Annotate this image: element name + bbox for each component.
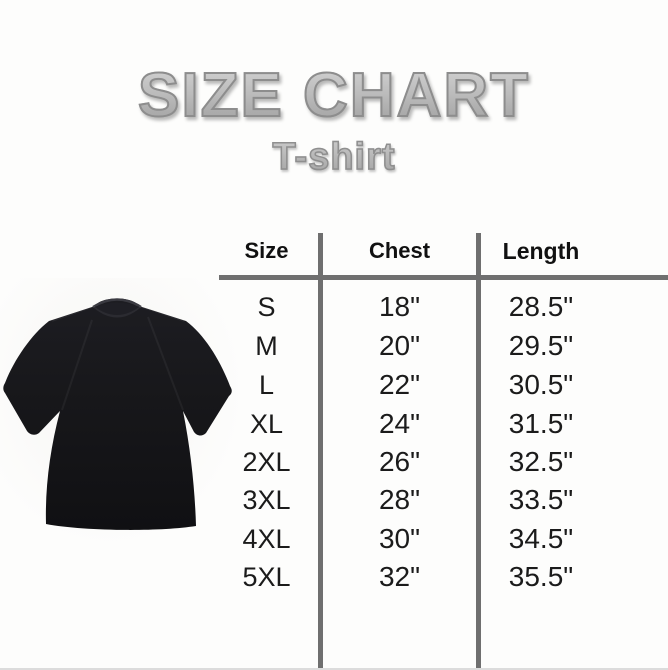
length-value: 29.5" <box>508 330 574 361</box>
table-row: 4XL 30" 34.5" <box>215 520 668 558</box>
length-value: 35.5" <box>508 561 574 592</box>
size-value: L <box>258 369 275 400</box>
chest-value: 20" <box>378 330 421 361</box>
collar-band <box>95 302 139 315</box>
length-value: 31.5" <box>508 408 574 439</box>
length-value: 28.5" <box>508 291 574 322</box>
page-subtitle: T-shirt <box>0 135 668 179</box>
chest-value: 32" <box>378 561 421 592</box>
shoulder-seam-left <box>51 305 96 322</box>
table-row: L 22" 30.5" <box>215 366 668 404</box>
size-value: 4XL <box>242 523 291 554</box>
table-row: 5XL 32" 35.5" <box>215 558 668 596</box>
tshirt-body-shape <box>3 298 232 530</box>
column-header-length: Length <box>502 237 580 264</box>
chest-value: 26" <box>378 446 421 477</box>
size-value: XL <box>249 408 284 439</box>
column-divider-chest-length <box>476 233 481 670</box>
size-value: M <box>255 330 278 361</box>
table-row: S 18" 28.5" <box>215 288 668 326</box>
length-value: 33.5" <box>508 484 574 515</box>
bottom-edge-shadow <box>0 668 668 670</box>
sleeve-seam-left <box>61 319 93 411</box>
page-title: SIZE CHART <box>0 60 668 131</box>
column-divider-size-chest <box>318 233 323 670</box>
length-value: 30.5" <box>508 369 574 400</box>
chest-value: 28" <box>378 484 421 515</box>
header-underline <box>219 275 668 280</box>
table-row: 3XL 28" 33.5" <box>215 481 668 519</box>
chest-value: 18" <box>378 291 421 322</box>
size-value: 5XL <box>242 561 291 592</box>
shoulder-seam-right <box>138 305 185 322</box>
column-header-size: Size <box>244 238 289 263</box>
chest-value: 22" <box>378 369 421 400</box>
black-tshirt-image <box>3 298 232 530</box>
length-value: 32.5" <box>508 446 574 477</box>
size-value: 3XL <box>242 484 291 515</box>
chest-value: 30" <box>378 523 421 554</box>
collar-inner-rim <box>94 305 140 318</box>
table-row: XL 24" 31.5" <box>215 405 668 443</box>
table-row: M 20" 29.5" <box>215 327 668 365</box>
chest-value: 24" <box>378 408 421 439</box>
length-value: 34.5" <box>508 523 574 554</box>
size-value: S <box>257 291 276 322</box>
table-row: 2XL 26" 32.5" <box>215 443 668 481</box>
table-header-row: Size Chest Length <box>215 230 668 272</box>
collar-outer-rim <box>92 298 142 309</box>
sleeve-seam-right <box>147 316 184 411</box>
size-value: 2XL <box>242 446 291 477</box>
column-header-chest: Chest <box>368 238 431 263</box>
